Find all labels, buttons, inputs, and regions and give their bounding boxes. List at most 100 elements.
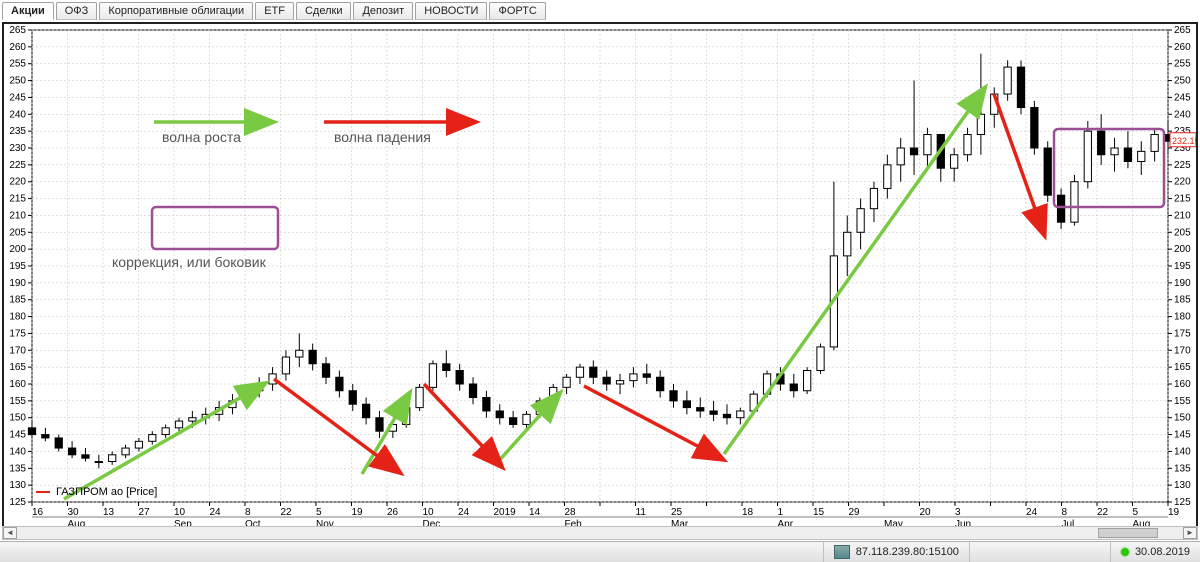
svg-text:150: 150 — [1174, 413, 1191, 424]
svg-text:220: 220 — [1174, 177, 1191, 188]
svg-text:150: 150 — [9, 413, 26, 424]
svg-text:20: 20 — [920, 507, 932, 518]
svg-text:260: 260 — [9, 42, 26, 53]
tab-bar: АкцииОФЗКорпоративные облигацииETFСделки… — [2, 2, 546, 20]
svg-text:200: 200 — [9, 244, 26, 255]
svg-text:255: 255 — [9, 59, 26, 70]
svg-text:140: 140 — [9, 446, 26, 457]
svg-text:205: 205 — [9, 227, 26, 238]
tab-Корпоративные облигации[interactable]: Корпоративные облигации — [99, 2, 253, 20]
svg-text:240: 240 — [9, 109, 26, 120]
status-date-text: 30.08.2019 — [1135, 546, 1190, 558]
connection-text: 87.118.239.80:15100 — [856, 546, 959, 558]
svg-text:250: 250 — [1174, 76, 1191, 87]
svg-text:195: 195 — [1174, 261, 1191, 272]
svg-text:225: 225 — [1174, 160, 1191, 171]
svg-text:265: 265 — [1174, 25, 1191, 36]
svg-text:22: 22 — [1097, 507, 1109, 518]
svg-text:175: 175 — [9, 328, 26, 339]
svg-text:170: 170 — [9, 345, 26, 356]
svg-text:125: 125 — [9, 497, 26, 508]
svg-text:8: 8 — [245, 507, 251, 518]
svg-text:19: 19 — [352, 507, 364, 518]
status-connection: 87.118.239.80:15100 — [823, 542, 969, 562]
svg-text:15: 15 — [813, 507, 825, 518]
svg-text:160: 160 — [1174, 379, 1191, 390]
tab-ETF[interactable]: ETF — [255, 2, 294, 20]
svg-text:10: 10 — [174, 507, 186, 518]
tab-Акции[interactable]: Акции — [2, 2, 54, 20]
svg-text:232.15: 232.15 — [1172, 136, 1196, 146]
svg-text:5: 5 — [316, 507, 322, 518]
svg-text:245: 245 — [9, 92, 26, 103]
tab-Сделки[interactable]: Сделки — [296, 2, 352, 20]
svg-text:265: 265 — [9, 25, 26, 36]
svg-text:30: 30 — [68, 507, 80, 518]
svg-text:230: 230 — [9, 143, 26, 154]
svg-text:210: 210 — [1174, 210, 1191, 221]
svg-text:175: 175 — [1174, 328, 1191, 339]
svg-text:19: 19 — [1168, 507, 1180, 518]
chart-frame: 1251251301301351351401401451451501501551… — [2, 22, 1198, 540]
svg-text:10: 10 — [423, 507, 435, 518]
svg-text:11: 11 — [636, 507, 647, 518]
svg-text:180: 180 — [1174, 312, 1191, 323]
svg-text:205: 205 — [1174, 227, 1191, 238]
svg-text:245: 245 — [1174, 92, 1191, 103]
tab-Депозит[interactable]: Депозит — [353, 2, 413, 20]
svg-text:24: 24 — [458, 507, 470, 518]
svg-text:24: 24 — [1026, 507, 1038, 518]
svg-text:130: 130 — [9, 480, 26, 491]
connection-icon — [834, 545, 850, 559]
svg-text:225: 225 — [9, 160, 26, 171]
svg-text:180: 180 — [9, 312, 26, 323]
svg-text:240: 240 — [1174, 109, 1191, 120]
svg-text:5: 5 — [1133, 507, 1139, 518]
svg-text:130: 130 — [1174, 480, 1191, 491]
svg-text:26: 26 — [387, 507, 399, 518]
svg-text:140: 140 — [1174, 446, 1191, 457]
svg-text:135: 135 — [1174, 463, 1191, 474]
svg-text:волна падения: волна падения — [334, 129, 431, 145]
svg-text:коррекция, или боковик: коррекция, или боковик — [112, 254, 267, 270]
tab-ФОРТС[interactable]: ФОРТС — [489, 2, 545, 20]
svg-text:215: 215 — [1174, 194, 1191, 205]
svg-text:145: 145 — [9, 430, 26, 441]
svg-text:13: 13 — [103, 507, 115, 518]
status-date: 30.08.2019 — [1110, 542, 1200, 562]
svg-text:18: 18 — [742, 507, 754, 518]
svg-text:14: 14 — [529, 507, 541, 518]
svg-text:2019: 2019 — [494, 507, 517, 518]
svg-text:190: 190 — [9, 278, 26, 289]
svg-text:255: 255 — [1174, 59, 1191, 70]
scroll-right-button[interactable]: ► — [1183, 527, 1197, 539]
tab-НОВОСТИ[interactable]: НОВОСТИ — [415, 2, 487, 20]
svg-text:волна роста: волна роста — [162, 129, 241, 145]
svg-text:145: 145 — [1174, 430, 1191, 441]
svg-text:185: 185 — [9, 295, 26, 306]
svg-text:27: 27 — [139, 507, 151, 518]
svg-text:16: 16 — [32, 507, 44, 518]
svg-text:160: 160 — [9, 379, 26, 390]
svg-text:135: 135 — [9, 463, 26, 474]
svg-text:ГАЗПРОМ ао [Price]: ГАЗПРОМ ао [Price] — [56, 486, 157, 498]
svg-text:29: 29 — [849, 507, 861, 518]
chart-plot[interactable]: 1251251301301351351401401451451501501551… — [4, 24, 1196, 538]
svg-text:155: 155 — [9, 396, 26, 407]
svg-text:250: 250 — [9, 76, 26, 87]
svg-text:200: 200 — [1174, 244, 1191, 255]
tab-ОФЗ[interactable]: ОФЗ — [56, 2, 98, 20]
svg-text:215: 215 — [9, 194, 26, 205]
scroll-left-button[interactable]: ◄ — [3, 527, 17, 539]
scroll-thumb[interactable] — [1098, 528, 1158, 538]
svg-text:165: 165 — [9, 362, 26, 373]
svg-text:22: 22 — [281, 507, 293, 518]
chart-scrollbar[interactable]: ◄ ► — [2, 526, 1198, 540]
svg-text:190: 190 — [1174, 278, 1191, 289]
svg-text:28: 28 — [565, 507, 577, 518]
svg-text:210: 210 — [9, 210, 26, 221]
svg-text:165: 165 — [1174, 362, 1191, 373]
svg-text:1: 1 — [778, 507, 784, 518]
svg-text:8: 8 — [1062, 507, 1068, 518]
svg-text:170: 170 — [1174, 345, 1191, 356]
